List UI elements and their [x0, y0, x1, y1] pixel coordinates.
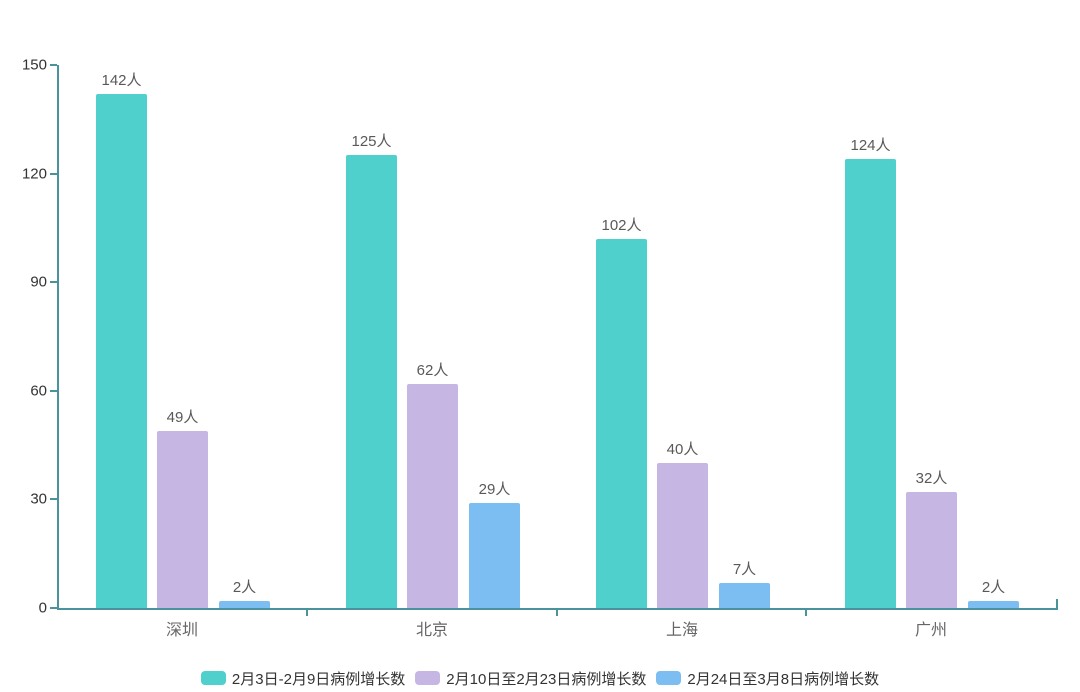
category-label: 广州 — [914, 622, 947, 639]
bar[interactable] — [219, 601, 270, 608]
y-axis-tick — [50, 498, 57, 500]
legend-label: 2月24日至3月8日病例增长数 — [687, 670, 880, 688]
bar-value-label: 32人 — [915, 470, 948, 487]
x-axis-end-tick — [1056, 599, 1058, 610]
bar[interactable] — [346, 155, 397, 608]
legend-swatch-icon — [415, 671, 441, 685]
bar-value-label: 125人 — [351, 133, 392, 150]
bar-value-label: 40人 — [666, 441, 699, 458]
bar-value-label: 102人 — [601, 217, 642, 234]
legend: 2月3日-2月9日病例增长数 2月10日至2月23日病例增长数 2月24日至3月8日… — [0, 666, 1080, 690]
y-axis-tick — [50, 390, 57, 392]
bar-value-label: 142人 — [101, 72, 142, 89]
x-axis-line — [57, 608, 1058, 610]
bar-group-4: 124人 32人 2人广州 — [806, 65, 1056, 639]
bar-value-label: 2人 — [232, 579, 257, 596]
y-axis-tick-label: 150 — [21, 56, 47, 74]
bar-value-label: 2人 — [981, 579, 1006, 596]
bar[interactable] — [407, 384, 458, 608]
legend-label: 2月3日-2月9日病例增长数 — [231, 670, 406, 688]
bar-value-label: 62人 — [416, 362, 449, 379]
bar-group-1: 142人 49人 2人深圳 — [57, 65, 307, 639]
bar[interactable] — [596, 239, 647, 608]
bar[interactable] — [96, 94, 147, 608]
legend-item-3[interactable]: 2月24日至3月8日病例增长数 — [656, 668, 879, 689]
legend-item-2[interactable]: 2月10日至2月23日病例增长数 — [415, 668, 646, 689]
bar-value-label: 124人 — [850, 137, 891, 154]
category-label: 深圳 — [165, 622, 198, 639]
legend-label: 2月10日至2月23日病例增长数 — [446, 670, 647, 688]
bar[interactable] — [657, 463, 708, 608]
bar[interactable] — [157, 431, 208, 608]
bar-value-label: 29人 — [478, 481, 511, 498]
y-axis-tick-label: 0 — [38, 599, 47, 617]
bar-value-label: 49人 — [166, 409, 199, 426]
bar[interactable] — [719, 583, 770, 608]
x-axis-tick — [306, 610, 308, 616]
bar[interactable] — [968, 601, 1019, 608]
y-axis-tick — [50, 281, 57, 283]
bar[interactable] — [469, 503, 520, 608]
y-axis-tick — [50, 607, 57, 609]
y-axis-tick — [50, 64, 57, 66]
category-label: 上海 — [665, 622, 698, 639]
plot-area: 0 30 60 90 120 150 142人 49人 2人深圳 125人 62人 29人北京 102人… — [22, 57, 1058, 639]
bar-group-3: 102人 40人 7人上海 — [557, 65, 807, 639]
legend-swatch-icon — [200, 671, 226, 685]
x-axis-tick — [805, 610, 807, 616]
y-axis-tick-label: 120 — [21, 165, 47, 183]
legend-item-1[interactable]: 2月3日-2月9日病例增长数 — [200, 668, 406, 689]
y-axis-tick-label: 30 — [30, 490, 47, 508]
legend-swatch-icon — [656, 671, 682, 685]
y-axis-tick-label: 60 — [30, 382, 47, 400]
bar[interactable] — [845, 159, 896, 608]
y-axis-line — [57, 65, 59, 610]
y-axis-tick-label: 90 — [30, 273, 47, 291]
y-axis-tick — [50, 173, 57, 175]
category-label: 北京 — [415, 622, 448, 639]
x-axis-tick — [556, 610, 558, 616]
bar[interactable] — [906, 492, 957, 608]
bar-group-2: 125人 62人 29人北京 — [307, 65, 557, 639]
bar-value-label: 7人 — [732, 561, 757, 578]
